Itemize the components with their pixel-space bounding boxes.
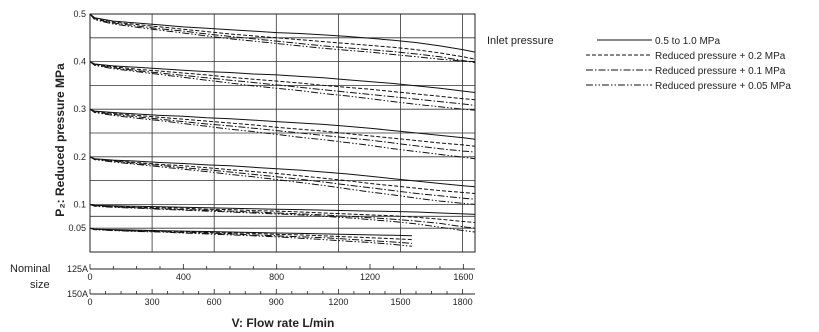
curve-0_05-solid	[89, 227, 413, 237]
curve-group	[89, 13, 476, 247]
x-tick-label: 0	[87, 297, 92, 307]
curve-0_5-solid	[89, 13, 476, 53]
curve-0_2-solid	[89, 156, 476, 188]
curve-0_4-dashed	[89, 61, 476, 101]
curve-0_3-dashdot	[89, 108, 476, 153]
legend-label: Reduced pressure + 0.05 MPa	[655, 81, 791, 92]
x-axis-title: V: Flow rate L/min	[232, 316, 335, 330]
curve-0_05-dashdotdot	[89, 227, 413, 247]
nominal-size-line2: size	[30, 279, 50, 291]
x-tick-label: 1200	[328, 297, 348, 307]
x-axis-125a: 0 400 800 1200 1600 125A	[67, 264, 475, 282]
curve-0_5-dashdotdot	[89, 13, 476, 63]
nominal-size-label: Nominal size	[10, 263, 50, 291]
y-tick-label: 0.1	[73, 199, 86, 209]
legend-label: Reduced pressure + 0.1 MPa	[655, 66, 786, 77]
y-tick-label: 0.05	[68, 223, 86, 233]
y-axis-title: P₂: Reduced pressure MPa	[53, 63, 67, 217]
curve-0_1-dashdot	[89, 203, 476, 229]
x-tick-label: 1500	[390, 297, 410, 307]
curve-0_5-dashed	[89, 13, 476, 60]
x-tick-label: 900	[269, 297, 284, 307]
y-tick-label: 0.5	[73, 9, 86, 19]
nominal-size-line1: Nominal	[10, 263, 50, 275]
curve-0_05-dashed	[89, 227, 413, 241]
plot-border	[89, 13, 476, 253]
x-tick-label: 0	[87, 272, 92, 282]
curve-0_2-dashed	[89, 156, 476, 194]
curve-0_4-dashdot	[89, 61, 476, 106]
size-label: 125A	[67, 264, 88, 274]
legend-label: 0.5 to 1.0 MPa	[655, 36, 720, 47]
x-tick-label: 400	[176, 272, 191, 282]
curve-0_2-dashdotdot	[89, 156, 476, 205]
curve-0_3-dashed	[89, 108, 476, 147]
plot-frame	[89, 13, 476, 253]
y-tick-label: 0.3	[73, 104, 86, 114]
curve-0_4-solid	[89, 61, 476, 93]
x-tick-label: 800	[269, 272, 284, 282]
y-tick-label: 0.4	[73, 57, 86, 67]
x-tick-label: 300	[145, 297, 160, 307]
x-axis-150a: 0 300 600 900 1200 1500 1800 150A	[67, 289, 475, 307]
legend-label: Reduced pressure + 0.2 MPa	[655, 51, 786, 62]
curve-0_5-dashdot	[89, 13, 476, 64]
curve-0_3-dashdotdot	[89, 108, 476, 160]
curve-0_1-dashed	[89, 203, 476, 223]
x-tick-label: 1800	[453, 297, 473, 307]
size-label: 150A	[67, 289, 88, 299]
x-tick-label: 1200	[360, 272, 380, 282]
curve-0_3-solid	[89, 108, 476, 140]
x-tick-label: 600	[207, 297, 222, 307]
y-tick-label: 0.2	[73, 152, 86, 162]
curve-0_4-dashdotdot	[89, 61, 476, 111]
curve-0_2-dashdot	[89, 156, 476, 200]
legend-title: Inlet pressure	[487, 35, 554, 47]
x-tick-label: 1600	[453, 272, 473, 282]
legend: Inlet pressure 0.5 to 1.0 MPa Reduced pres…	[487, 35, 791, 92]
curve-0_1-solid	[89, 203, 476, 215]
y-axis-ticks: 0.5 0.4 0.3 0.2 0.1 0.05	[68, 9, 86, 233]
